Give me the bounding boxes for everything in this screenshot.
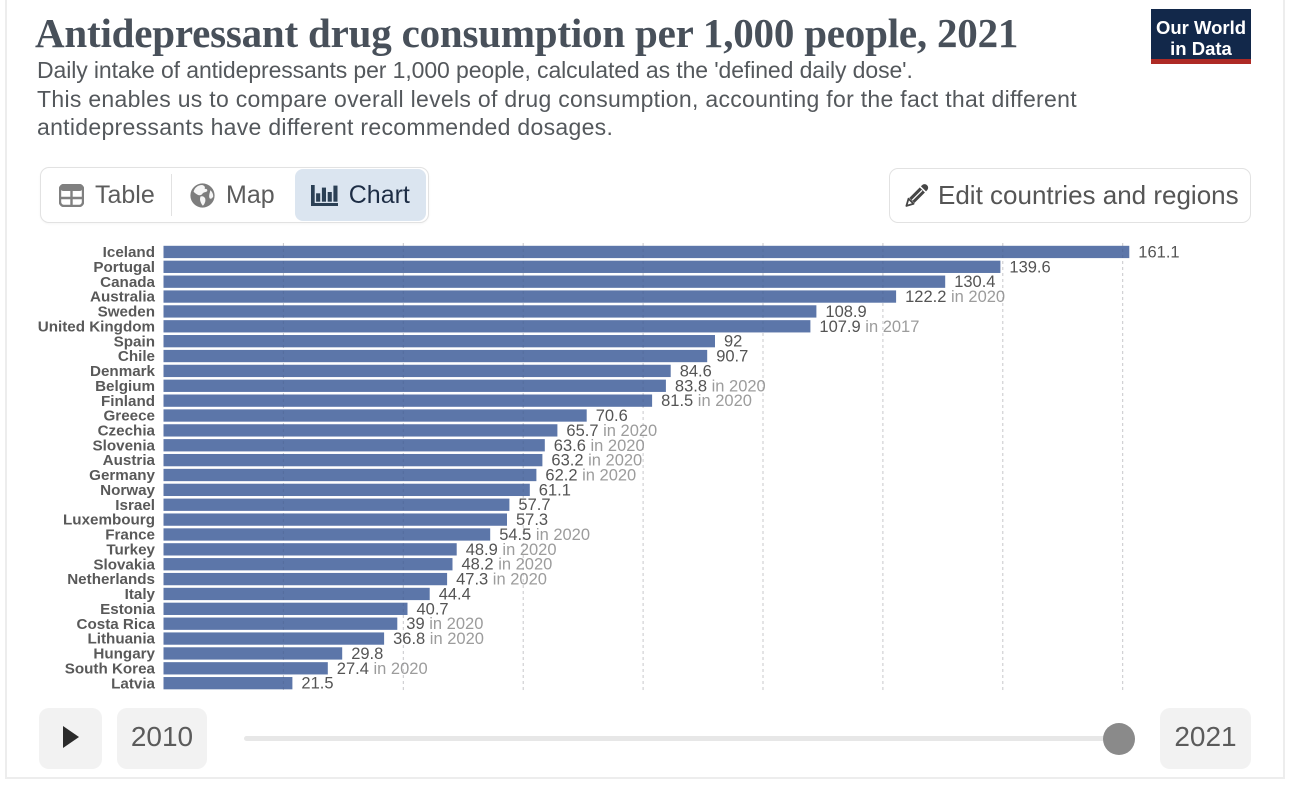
svg-text:122.2 in 2020: 122.2 in 2020 xyxy=(905,288,1005,306)
svg-text:27.4 in 2020: 27.4 in 2020 xyxy=(337,660,428,678)
svg-text:90.7: 90.7 xyxy=(716,348,748,366)
svg-text:108.9: 108.9 xyxy=(825,303,866,321)
svg-text:South Korea: South Korea xyxy=(65,660,156,677)
svg-text:81.5 in 2020: 81.5 in 2020 xyxy=(661,392,752,410)
svg-text:54.5 in 2020: 54.5 in 2020 xyxy=(499,526,590,544)
svg-text:United Kingdom: United Kingdom xyxy=(38,318,155,335)
svg-text:Lithuania: Lithuania xyxy=(88,631,156,648)
svg-text:Turkey: Turkey xyxy=(106,541,155,558)
svg-text:Portugal: Portugal xyxy=(93,259,155,276)
svg-text:Finland: Finland xyxy=(101,393,155,410)
svg-text:Belgium: Belgium xyxy=(95,378,155,395)
svg-text:Norway: Norway xyxy=(100,482,155,499)
svg-text:57.3: 57.3 xyxy=(516,511,548,529)
svg-text:France: France xyxy=(105,527,155,544)
svg-text:63.2 in 2020: 63.2 in 2020 xyxy=(551,452,642,470)
svg-text:Greece: Greece xyxy=(103,408,155,425)
svg-text:Netherlands: Netherlands xyxy=(67,571,155,588)
svg-text:Estonia: Estonia xyxy=(100,601,155,618)
svg-text:29.8: 29.8 xyxy=(351,645,383,663)
svg-text:Australia: Australia xyxy=(90,289,156,306)
svg-text:Hungary: Hungary xyxy=(93,646,155,663)
svg-text:107.9 in 2017: 107.9 in 2017 xyxy=(819,318,919,336)
svg-text:161.1: 161.1 xyxy=(1138,243,1179,261)
svg-text:48.9 in 2020: 48.9 in 2020 xyxy=(466,541,557,559)
svg-text:70.6: 70.6 xyxy=(596,407,628,425)
svg-text:62.2 in 2020: 62.2 in 2020 xyxy=(545,467,636,485)
svg-text:21.5: 21.5 xyxy=(301,675,333,693)
svg-text:Germany: Germany xyxy=(89,467,155,484)
svg-text:Italy: Italy xyxy=(125,586,156,603)
svg-text:Slovenia: Slovenia xyxy=(93,437,156,454)
svg-text:65.7 in 2020: 65.7 in 2020 xyxy=(566,422,657,440)
svg-text:Slovakia: Slovakia xyxy=(93,556,155,573)
svg-text:36.8 in 2020: 36.8 in 2020 xyxy=(393,630,484,648)
svg-text:Chile: Chile xyxy=(118,348,155,365)
svg-text:Latvia: Latvia xyxy=(111,675,155,692)
svg-text:130.4: 130.4 xyxy=(954,273,995,291)
svg-text:84.6: 84.6 xyxy=(680,362,712,380)
svg-text:61.1: 61.1 xyxy=(539,481,571,499)
svg-text:39 in 2020: 39 in 2020 xyxy=(406,615,483,633)
svg-text:44.4: 44.4 xyxy=(439,585,471,603)
svg-text:Denmark: Denmark xyxy=(90,363,156,380)
svg-text:63.6 in 2020: 63.6 in 2020 xyxy=(554,437,645,455)
svg-text:83.8 in 2020: 83.8 in 2020 xyxy=(675,377,766,395)
svg-text:92: 92 xyxy=(724,333,742,351)
svg-text:Costa Rica: Costa Rica xyxy=(77,616,156,633)
svg-text:Sweden: Sweden xyxy=(98,304,155,321)
svg-text:48.2 in 2020: 48.2 in 2020 xyxy=(462,556,553,574)
svg-text:57.7: 57.7 xyxy=(518,496,550,514)
svg-text:Austria: Austria xyxy=(103,452,156,469)
svg-text:Spain: Spain xyxy=(114,333,155,350)
svg-text:40.7: 40.7 xyxy=(417,600,449,618)
svg-text:Israel: Israel xyxy=(115,497,155,514)
svg-text:Canada: Canada xyxy=(100,274,155,291)
svg-text:Iceland: Iceland xyxy=(103,244,155,261)
svg-text:47.3 in 2020: 47.3 in 2020 xyxy=(456,571,547,589)
svg-text:Luxembourg: Luxembourg xyxy=(63,512,155,529)
svg-text:139.6: 139.6 xyxy=(1009,258,1050,276)
svg-text:Czechia: Czechia xyxy=(98,422,156,439)
